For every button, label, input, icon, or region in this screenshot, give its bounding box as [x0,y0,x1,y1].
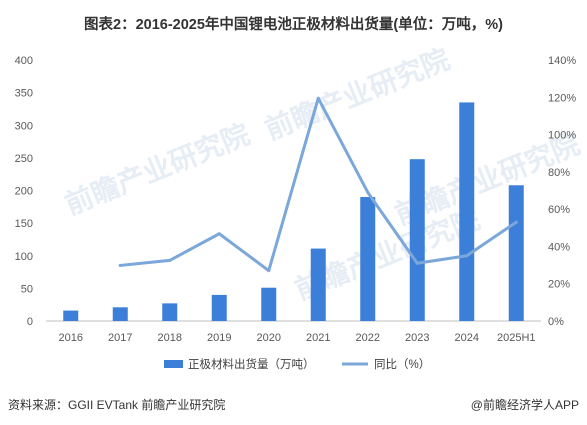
x-tick-label: 2020 [257,332,281,344]
watermark-1: 前瞻产业研究院 [60,117,254,220]
right-tick-label: 100% [548,130,576,142]
left-tick-label: 100 [15,251,33,263]
x-tick-label: 2024 [455,332,479,344]
x-tick-label: 2016 [59,332,83,344]
line-point-2019 [217,232,221,236]
line-point-2021 [316,96,320,100]
x-tick-label: 2025H1 [497,332,536,344]
bar-2024 [459,102,475,321]
line-point-2020 [267,269,271,273]
left-axis-ticks: 0 50 100 150 200 250 300 350 400 [15,55,33,328]
left-tick-label: 250 [15,153,33,165]
x-tick-label: 2022 [356,332,380,344]
right-tick-label: 60% [548,204,570,216]
right-tick-label: 20% [548,279,570,291]
right-tick-label: 80% [548,167,570,179]
bar-2017 [112,307,128,321]
left-tick-label: 50 [21,283,33,295]
legend-label-line: 同比（%） [374,358,430,371]
right-tick-label: 40% [548,241,570,253]
legend: 正极材料出货量（万吨） 同比（%） [164,357,430,371]
x-axis-ticks: 2016 2017 2018 2019 2020 2021 2022 2023 2024 2025… [59,332,536,344]
left-tick-label: 0 [27,316,33,328]
bar-series [63,102,524,321]
x-tick-label: 2023 [405,332,429,344]
left-tick-label: 350 [15,88,33,100]
legend-swatch-bars [164,360,183,368]
x-tick-label: 2021 [306,332,330,344]
left-tick-label: 200 [15,186,33,198]
x-tick-label: 2019 [207,332,231,344]
line-point-2018 [168,258,172,262]
left-tick-label: 150 [15,218,33,230]
bar-2016 [63,310,79,321]
bar-2018 [162,303,178,321]
bar-2025H1 [508,185,524,321]
line-point-2024 [465,254,469,258]
left-tick-label: 300 [15,120,33,132]
left-tick-label: 400 [15,55,33,67]
right-tick-label: 140% [548,55,576,67]
bar-2023 [409,159,425,321]
right-axis-ticks: 0% 20% 40% 60% 80% 100% 120% 140% [548,55,576,328]
bar-2022 [360,197,376,321]
source-note: 资料来源：GGII EVTank 前瞻产业研究院 [8,398,226,412]
credit-note: @前瞻经济学人APP [470,398,579,412]
x-tick-label: 2017 [108,332,132,344]
bar-2020 [261,287,277,321]
line-point-2023 [415,261,419,265]
line-series [118,96,518,273]
right-tick-label: 120% [548,92,576,104]
bar-2021 [310,248,326,321]
line-point-2025H1 [514,220,518,224]
line-point-2017 [118,263,122,267]
watermark-2: 前瞻产业研究院 [260,42,454,145]
bar-2019 [211,294,227,321]
line-point-2022 [366,190,370,194]
legend-label-bars: 正极材料出货量（万吨） [188,357,315,371]
x-tick-label: 2018 [158,332,182,344]
chart-title: 图表2：2016-2025年中国锂电池正极材料出货量(单位：万吨，%) [84,17,503,33]
right-tick-label: 0% [548,316,564,328]
